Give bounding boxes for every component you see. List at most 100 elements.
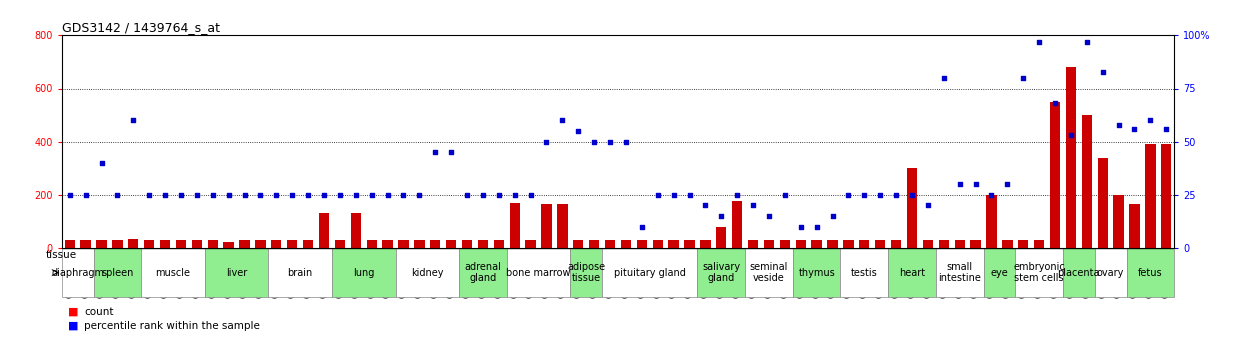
Point [870,192,890,198]
Bar [637,240,646,248]
Point [712,213,732,219]
Point [504,192,524,198]
Point [854,192,874,198]
Text: muscle: muscle [156,268,190,278]
Bar [208,240,218,248]
Bar [938,240,949,248]
Bar [604,240,616,248]
Bar [112,240,122,248]
Bar [478,240,488,248]
Bar [446,240,456,248]
Text: ■: ■ [68,307,78,316]
Bar [268,248,332,297]
Point [918,202,938,208]
Bar [1095,248,1126,297]
Text: adipose
tissue: adipose tissue [567,262,606,283]
Bar [1130,204,1140,248]
Bar [541,204,551,248]
Bar [557,204,567,248]
Point [378,192,398,198]
Text: liver: liver [226,268,247,278]
Bar [509,202,520,248]
Bar [732,201,743,248]
Point [1157,126,1177,132]
Bar [970,240,980,248]
Bar [398,240,409,248]
Point [59,192,79,198]
Bar [1114,195,1124,248]
Point [1093,69,1112,74]
Bar [570,248,602,297]
Bar [256,240,266,248]
Text: salivary
gland: salivary gland [702,262,740,283]
Bar [812,240,822,248]
Bar [319,213,329,248]
Text: adrenal
gland: adrenal gland [465,262,502,283]
Bar [287,240,298,248]
Text: embryonic
stem cells: embryonic stem cells [1014,262,1065,283]
Bar [462,240,472,248]
Point [1141,118,1161,123]
Bar [459,248,507,297]
Point [680,192,700,198]
Bar [796,240,806,248]
Point [616,139,635,144]
Bar [335,240,345,248]
Bar [430,240,440,248]
Text: count: count [84,307,114,316]
Bar [1161,144,1172,248]
Point [457,192,477,198]
Bar [159,240,171,248]
Point [409,192,429,198]
Bar [653,240,662,248]
Point [1125,126,1145,132]
Point [601,139,620,144]
Bar [827,240,838,248]
Bar [1063,248,1095,297]
Bar [367,240,377,248]
Point [569,128,588,134]
Point [1046,101,1065,106]
Point [807,224,827,229]
Text: percentile rank within the sample: percentile rank within the sample [84,321,260,331]
Bar [351,213,361,248]
Point [156,192,176,198]
Bar [525,240,535,248]
Bar [574,240,583,248]
Bar [493,240,504,248]
Text: testis: testis [850,268,878,278]
Point [1014,75,1033,81]
Text: lung: lung [353,268,375,278]
Text: brain: brain [288,268,313,278]
Bar [192,240,201,248]
Point [902,192,922,198]
Point [473,192,493,198]
Text: thymus: thymus [798,268,836,278]
Text: bone marrow: bone marrow [507,268,571,278]
Bar [141,248,205,297]
Text: fetus: fetus [1138,268,1163,278]
Bar [792,248,840,297]
Point [267,192,287,198]
Bar [764,240,774,248]
Bar [240,240,250,248]
Point [1030,39,1049,45]
Bar [176,240,187,248]
Point [1077,39,1096,45]
Bar [716,227,727,248]
Bar [701,240,711,248]
Bar [984,248,1015,297]
Bar [205,248,268,297]
Point [981,192,1001,198]
Text: ovary: ovary [1096,268,1125,278]
Point [743,202,763,208]
Bar [620,240,632,248]
Text: GDS3142 / 1439764_s_at: GDS3142 / 1439764_s_at [62,21,220,34]
Bar [891,240,901,248]
Bar [875,240,885,248]
Point [1109,122,1128,127]
Bar [748,240,758,248]
Bar [145,240,154,248]
Bar [986,195,996,248]
Point [298,192,318,198]
